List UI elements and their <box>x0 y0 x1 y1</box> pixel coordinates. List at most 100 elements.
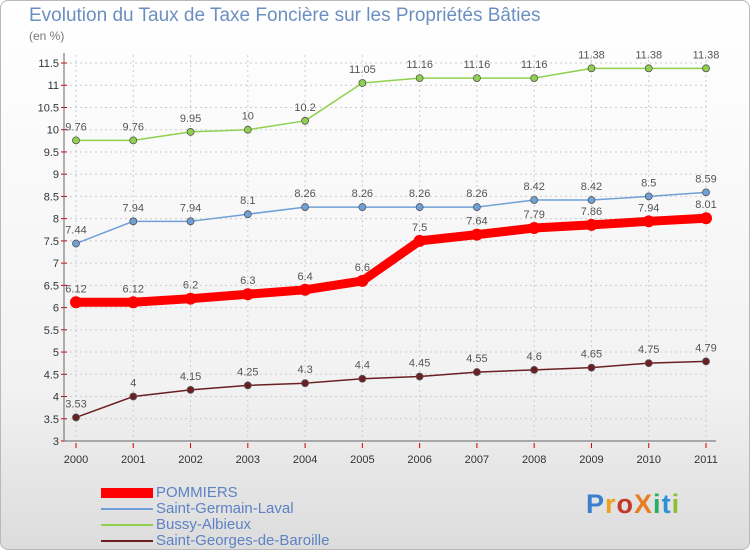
logo-letter: o <box>616 489 635 519</box>
x-tick-label: 2002 <box>178 454 202 466</box>
data-point <box>241 288 254 301</box>
data-point <box>301 203 309 211</box>
y-tick-label: 10 <box>47 125 59 137</box>
data-point <box>413 234 426 247</box>
data-label: 4.79 <box>695 342 716 354</box>
data-point <box>299 283 312 296</box>
data-point <box>72 413 80 422</box>
data-point <box>186 217 195 226</box>
data-label: 10.2 <box>294 102 315 114</box>
data-point <box>415 74 424 83</box>
data-label: 6.3 <box>240 275 255 287</box>
x-tick-label: 2009 <box>579 454 603 466</box>
data-label: 4.25 <box>237 366 258 378</box>
legend-swatch <box>101 488 153 498</box>
data-point <box>700 212 712 225</box>
chart-title: Evolution du Taux de Taxe Foncière sur l… <box>29 5 541 26</box>
data-point <box>243 381 252 390</box>
data-label: 11.38 <box>578 49 605 61</box>
data-label: 9.76 <box>65 121 86 133</box>
data-point <box>702 64 710 73</box>
data-point <box>243 125 252 134</box>
data-label: 11.38 <box>635 49 662 61</box>
data-label: 7.44 <box>65 225 86 237</box>
data-label: 8.01 <box>695 199 716 211</box>
data-label: 6.6 <box>355 262 370 274</box>
x-tick-label: 2005 <box>350 454 374 466</box>
y-tick-label: 9.5 <box>44 147 59 159</box>
data-point <box>186 385 195 394</box>
data-label: 7.94 <box>180 202 201 214</box>
x-tick-label: 2006 <box>407 454 431 466</box>
data-label: 4 <box>130 378 136 390</box>
data-label: 11.16 <box>464 59 491 71</box>
data-point <box>530 74 539 83</box>
data-label: 6.2 <box>183 280 198 292</box>
y-tick-label: 10.5 <box>38 102 59 114</box>
data-label: 8.26 <box>294 188 315 200</box>
data-point <box>473 368 481 376</box>
y-tick-label: 4 <box>53 392 59 404</box>
data-label: 6.4 <box>297 271 312 283</box>
data-label: 3.53 <box>65 398 86 410</box>
data-label: 11.38 <box>693 49 720 61</box>
y-tick-label: 7.5 <box>44 236 59 248</box>
data-label: 7.79 <box>523 209 544 221</box>
data-label: 8.59 <box>695 173 716 185</box>
legend-swatch <box>101 508 153 510</box>
grid-lines <box>65 55 707 442</box>
x-tick-label: 2000 <box>64 454 88 466</box>
y-tick-label: 11.5 <box>38 58 59 70</box>
y-tick-label: 9 <box>53 169 59 181</box>
data-point <box>587 196 596 204</box>
data-point <box>702 188 710 197</box>
data-label: 8.26 <box>466 188 487 200</box>
data-label: 7.94 <box>638 202 659 214</box>
data-labels: 3.53 4 4.15 4.25 4.3 4.4 4.45 4.55 4.6 4.65 4.75 4.… <box>65 49 719 410</box>
data-point <box>70 296 82 309</box>
data-label: 7.64 <box>466 216 487 228</box>
x-tick-label: 2003 <box>236 454 260 466</box>
data-label: 8.1 <box>240 195 255 207</box>
logo-letter: t <box>661 489 672 519</box>
series-line <box>75 360 707 419</box>
data-label: 4.55 <box>466 353 487 365</box>
data-point <box>356 274 369 287</box>
y-tick-label: 7 <box>53 258 59 270</box>
x-tick-label: 2008 <box>522 454 546 466</box>
data-label: 9.95 <box>180 113 201 125</box>
unit-label: (en %) <box>29 29 65 43</box>
data-label: 7.94 <box>123 202 144 214</box>
data-label: 4.45 <box>409 358 430 370</box>
y-tick-label: 5.5 <box>44 325 59 337</box>
data-point <box>127 296 140 309</box>
y-tick-label: 6 <box>53 303 59 315</box>
legend-label: Bussy-Albieux <box>156 516 252 533</box>
data-point <box>129 392 138 401</box>
series-line <box>71 213 711 307</box>
data-label: 6.12 <box>65 283 86 295</box>
y-tick-label: 6.5 <box>44 280 59 292</box>
data-label: 9.76 <box>123 121 144 133</box>
x-tick-label: 2007 <box>465 454 489 466</box>
data-point <box>470 228 483 241</box>
y-tick-label: 5 <box>53 347 59 359</box>
data-point <box>530 196 539 204</box>
data-point <box>72 136 80 145</box>
series-line <box>75 67 707 142</box>
data-label: 7.5 <box>412 222 427 234</box>
data-point <box>243 210 252 219</box>
data-label: 10 <box>242 111 254 123</box>
logo-letter: i <box>653 489 662 519</box>
series-layer <box>70 64 712 422</box>
data-point <box>585 218 598 231</box>
data-point <box>358 203 367 211</box>
data-label: 8.42 <box>523 181 544 193</box>
x-tick-label: 2010 <box>636 454 660 466</box>
data-point <box>72 239 80 248</box>
data-point <box>473 203 481 211</box>
legend-label: Saint-Georges-de-Baroille <box>156 532 330 549</box>
data-point <box>415 203 424 211</box>
data-point <box>358 79 367 87</box>
